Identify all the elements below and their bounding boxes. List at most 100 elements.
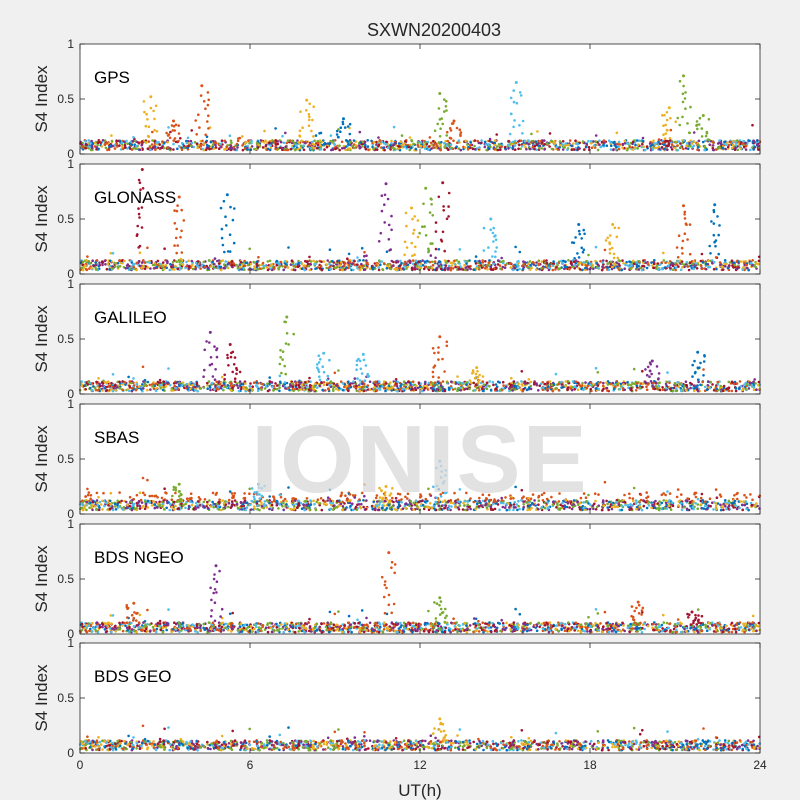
data-point bbox=[286, 139, 290, 142]
data-point bbox=[400, 261, 403, 265]
data-point bbox=[166, 381, 169, 385]
spike-peak bbox=[713, 203, 717, 207]
spike-point bbox=[207, 127, 210, 130]
data-point bbox=[484, 260, 487, 263]
data-point bbox=[358, 130, 362, 134]
spike-point bbox=[142, 100, 146, 103]
data-point bbox=[609, 382, 612, 386]
data-point bbox=[618, 264, 621, 267]
data-point bbox=[214, 143, 217, 147]
data-point bbox=[352, 268, 355, 272]
data-point bbox=[302, 148, 306, 152]
data-point bbox=[497, 143, 501, 146]
data-point bbox=[437, 141, 441, 144]
data-point bbox=[472, 268, 476, 272]
data-point bbox=[421, 263, 425, 267]
data-point bbox=[456, 375, 459, 378]
data-point bbox=[333, 266, 336, 270]
data-point bbox=[391, 146, 395, 149]
data-point bbox=[628, 145, 632, 149]
data-point bbox=[631, 140, 635, 144]
data-point bbox=[320, 268, 324, 272]
spike-point bbox=[366, 375, 370, 379]
spike-point bbox=[180, 229, 183, 233]
data-point bbox=[708, 143, 711, 146]
data-point bbox=[344, 148, 348, 152]
data-point bbox=[356, 259, 360, 263]
data-point bbox=[450, 146, 454, 150]
data-point bbox=[561, 261, 564, 265]
data-point bbox=[679, 387, 682, 390]
spike-point bbox=[495, 246, 499, 249]
spike-point bbox=[436, 122, 440, 126]
data-point bbox=[431, 389, 435, 393]
data-point bbox=[469, 143, 472, 147]
data-point bbox=[452, 381, 456, 384]
data-point bbox=[91, 146, 94, 150]
spike-point bbox=[452, 139, 455, 142]
data-point bbox=[246, 144, 249, 148]
spike-point bbox=[219, 206, 223, 210]
data-point bbox=[641, 369, 644, 373]
spike-point bbox=[437, 376, 441, 379]
data-point bbox=[742, 145, 746, 149]
spike-peak bbox=[305, 98, 309, 102]
data-point bbox=[505, 262, 509, 265]
data-point bbox=[138, 148, 142, 152]
data-point bbox=[178, 384, 181, 388]
data-point bbox=[600, 268, 604, 272]
spike-point bbox=[429, 242, 433, 245]
data-point bbox=[528, 260, 532, 263]
data-point bbox=[652, 266, 655, 270]
data-point bbox=[480, 139, 483, 142]
spike-point bbox=[280, 371, 283, 375]
y-axis-label: S4 Index bbox=[32, 185, 51, 253]
data-point bbox=[550, 140, 554, 143]
data-point bbox=[172, 268, 176, 271]
spike-point bbox=[665, 111, 669, 114]
spike-point bbox=[582, 248, 586, 251]
data-point bbox=[113, 147, 117, 150]
data-point bbox=[564, 260, 567, 263]
spike-point bbox=[578, 232, 581, 236]
data-point bbox=[727, 386, 731, 390]
data-point bbox=[495, 145, 499, 148]
data-point bbox=[564, 384, 567, 388]
data-point bbox=[279, 260, 283, 264]
data-point bbox=[451, 261, 455, 265]
data-point bbox=[93, 142, 97, 145]
spike-peak bbox=[438, 92, 442, 95]
data-point bbox=[225, 145, 228, 149]
spike-point bbox=[684, 91, 687, 94]
data-point bbox=[633, 262, 636, 266]
data-point bbox=[274, 143, 278, 146]
data-point bbox=[378, 139, 382, 142]
data-point bbox=[162, 380, 165, 384]
data-point bbox=[509, 266, 512, 269]
data-point bbox=[134, 147, 137, 151]
data-point bbox=[212, 147, 216, 150]
data-point bbox=[272, 389, 275, 392]
data-point bbox=[253, 267, 257, 271]
data-point bbox=[724, 265, 727, 268]
data-point bbox=[127, 389, 131, 393]
data-point bbox=[513, 141, 516, 144]
data-point bbox=[472, 381, 476, 385]
data-point bbox=[133, 139, 137, 142]
spike-point bbox=[153, 128, 156, 132]
data-point bbox=[744, 144, 748, 148]
spike-point bbox=[173, 222, 177, 225]
spike-point bbox=[231, 218, 235, 222]
data-point bbox=[138, 251, 142, 254]
spike-point bbox=[476, 370, 479, 373]
data-point bbox=[655, 386, 659, 389]
data-point bbox=[693, 386, 696, 390]
spike-point bbox=[206, 120, 209, 123]
data-point bbox=[153, 266, 157, 270]
data-point bbox=[411, 380, 415, 384]
data-point bbox=[739, 260, 743, 263]
data-point bbox=[507, 140, 510, 143]
data-point bbox=[137, 141, 140, 144]
data-point bbox=[185, 141, 189, 145]
